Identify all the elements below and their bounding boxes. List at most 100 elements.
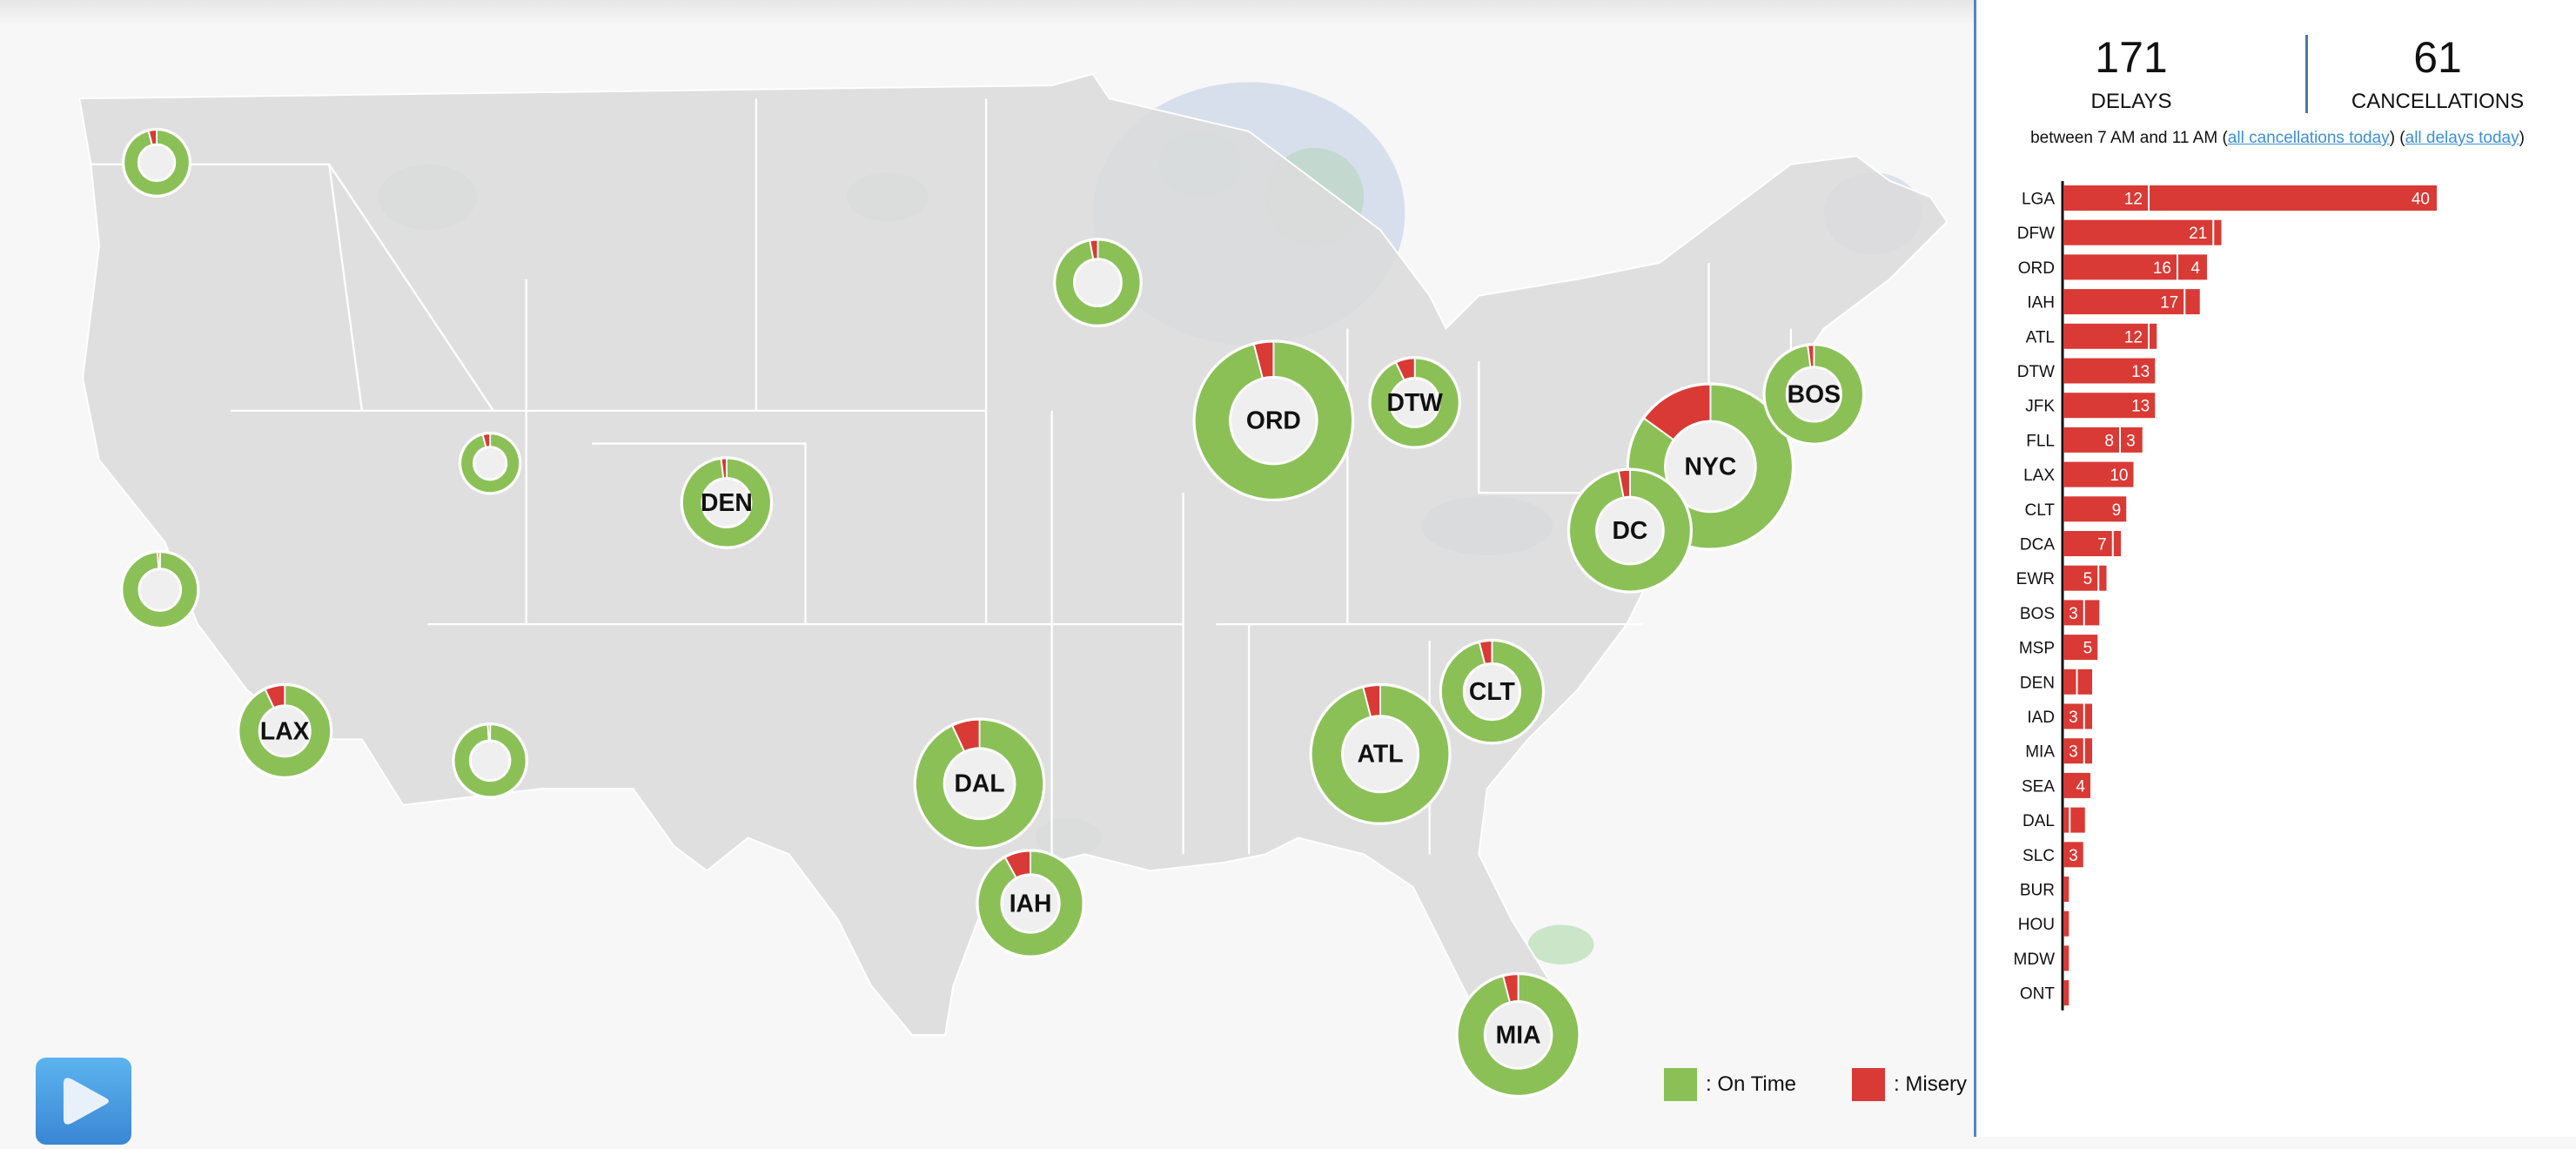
bar-category-label: IAH: [2027, 294, 2055, 312]
bar-value-label: 13: [2131, 363, 2150, 381]
bar-segment[interactable]: [2063, 772, 2090, 798]
airport-label: BOS: [1788, 380, 1841, 407]
bar-category-label: CLT: [2025, 501, 2056, 520]
airport-donut-den[interactable]: DEN: [680, 456, 774, 549]
airport-donut-iah[interactable]: IAH: [976, 849, 1085, 958]
bar-category-label: BOS: [2020, 605, 2055, 623]
bar-segment[interactable]: [2063, 703, 2083, 729]
bar-value-label: 3: [2069, 605, 2078, 623]
bar-segment[interactable]: [2063, 565, 2098, 591]
bar-segment[interactable]: [2063, 635, 2098, 661]
bar-category-label: DTW: [2017, 363, 2055, 381]
bar-segment[interactable]: [2063, 496, 2127, 522]
bar-segment[interactable]: [2063, 877, 2070, 902]
bar-segment[interactable]: [2084, 738, 2092, 764]
airport-label: DTW: [1386, 388, 1443, 416]
bar-segment[interactable]: [2063, 807, 2070, 833]
bar-segment[interactable]: [2084, 600, 2100, 626]
map-legend: : On Time : Misery: [1664, 1068, 1967, 1101]
play-icon: [64, 1078, 109, 1125]
bar-category-label: BUR: [2020, 882, 2055, 900]
bar-value-label: 12: [2124, 191, 2143, 209]
play-button[interactable]: [36, 1058, 131, 1145]
bar-segment[interactable]: [2063, 185, 2148, 211]
bar-segment[interactable]: [2063, 461, 2134, 487]
bar-segment[interactable]: [2063, 738, 2083, 764]
subtitle-suffix: ): [2519, 129, 2525, 147]
bar-segment[interactable]: [2084, 703, 2092, 729]
bar-category-label: DEN: [2020, 674, 2055, 692]
bar-value-label: 5: [2083, 570, 2093, 588]
delays-stat: 171 DELAYS: [2001, 31, 2262, 117]
bar-segment[interactable]: [2099, 565, 2107, 591]
bar-segment[interactable]: [2214, 219, 2222, 245]
misery-swatch: [1852, 1068, 1886, 1101]
bar-segment[interactable]: [2178, 254, 2207, 280]
subtitle-prefix: between 7 AM and 11 AM (: [2030, 129, 2228, 147]
airport-label: DC: [1612, 516, 1647, 544]
cancellations-stat: 61 CANCELLATIONS: [2307, 31, 2568, 117]
airport-donut[interactable]: [120, 549, 200, 630]
airport-donut[interactable]: [122, 127, 192, 198]
airport-donut-clt[interactable]: CLT: [1439, 638, 1546, 745]
bar-segment[interactable]: [2063, 393, 2156, 419]
map[interactable]: DEN LAX DAL IAH ORD DTW NYC DC BOS CLT ATL MIA : On…: [0, 0, 1976, 1145]
bar-value-label: 3: [2069, 709, 2078, 727]
bar-value-label: 12: [2124, 328, 2143, 346]
bar-category-label: MIA: [2025, 743, 2055, 762]
bar-category-label: ATL: [2026, 328, 2055, 346]
misery-slice: [157, 551, 161, 570]
airport-label: ORD: [1246, 407, 1301, 434]
bar-segment[interactable]: [2121, 427, 2143, 453]
bar-segment[interactable]: [2063, 323, 2148, 349]
bar-value-label: 7: [2097, 536, 2107, 554]
airport-donut-dc[interactable]: DC: [1566, 467, 1694, 594]
bar-segment[interactable]: [2150, 323, 2157, 349]
airport-donut[interactable]: [1053, 238, 1143, 327]
bar-segment[interactable]: [2113, 531, 2121, 556]
airport-donut-dal[interactable]: DAL: [913, 717, 1046, 850]
airport-label: DAL: [954, 769, 1004, 797]
airport-donut-atl[interactable]: ATL: [1309, 682, 1452, 825]
bar-segment[interactable]: [2063, 600, 2083, 626]
bar-segment[interactable]: [2150, 185, 2437, 211]
bar-segment[interactable]: [2063, 531, 2112, 556]
bar-value-label: 3: [2069, 743, 2078, 762]
airport-donut[interactable]: [458, 431, 522, 495]
bar-segment[interactable]: [2063, 219, 2213, 245]
bar-segment[interactable]: [2063, 910, 2070, 937]
bar-category-label: MSP: [2019, 640, 2055, 658]
bar-segment[interactable]: [2063, 842, 2083, 868]
bar-value-label: 9: [2112, 501, 2122, 520]
airport-donut-lax[interactable]: LAX: [237, 682, 333, 779]
bar-value-label: 17: [2160, 294, 2178, 312]
bar-value-label: 5: [2083, 640, 2093, 658]
bar-category-label: DAL: [2023, 812, 2055, 830]
airport-donut-ord[interactable]: ORD: [1192, 339, 1355, 501]
bar-category-label: FLL: [2026, 432, 2055, 450]
airport-donut-bos[interactable]: BOS: [1762, 343, 1866, 446]
on-time-swatch: [1664, 1068, 1697, 1101]
bar-segment[interactable]: [2063, 945, 2070, 971]
airport-donut[interactable]: [452, 722, 528, 799]
bar-segment[interactable]: [2185, 289, 2200, 315]
airport-donut-dtw[interactable]: DTW: [1368, 356, 1461, 449]
us-map[interactable]: DEN LAX DAL IAH ORD DTW NYC DC BOS CLT ATL MIA: [0, 0, 1976, 1137]
bar-segment[interactable]: [2063, 427, 2119, 453]
bar-category-label: DCA: [2020, 536, 2055, 554]
bar-value-label: 10: [2110, 467, 2128, 485]
delays-count: 171: [2095, 33, 2168, 82]
bar-segment[interactable]: [2077, 669, 2093, 695]
airport-donut-mia[interactable]: MIA: [1455, 971, 1581, 1099]
all-delays-link[interactable]: all delays today: [2405, 129, 2519, 147]
bar-segment[interactable]: [2063, 254, 2177, 280]
all-cancellations-link[interactable]: all cancellations today: [2227, 129, 2390, 147]
bar-segment[interactable]: [2063, 358, 2156, 384]
bar-segment[interactable]: [2063, 669, 2076, 695]
on-time-legend-label: : On Time: [1706, 1072, 1797, 1096]
time-range-subtitle: between 7 AM and 11 AM (all cancellation…: [1976, 129, 2576, 148]
airport-label: LAX: [260, 716, 310, 744]
bar-segment[interactable]: [2063, 980, 2070, 1006]
bar-segment[interactable]: [2063, 289, 2184, 315]
bar-segment[interactable]: [2070, 807, 2085, 833]
